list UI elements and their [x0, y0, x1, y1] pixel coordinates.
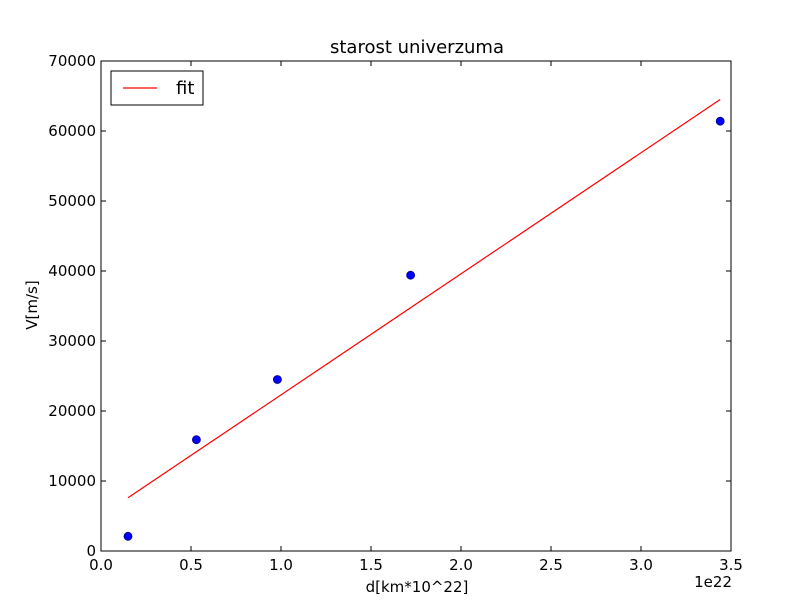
- x-tick-label: 3.5: [719, 556, 743, 574]
- data-point: [406, 270, 416, 280]
- series-line-fit: [127, 99, 721, 499]
- x-tick-label: 0.0: [89, 556, 113, 574]
- data-point: [272, 375, 282, 384]
- y-tick-label: 60000: [48, 122, 96, 140]
- x-tick-label: 0.5: [179, 556, 203, 574]
- x-tick-label: 2.0: [449, 556, 473, 574]
- y-tick-label: 50000: [48, 192, 96, 210]
- legend: fit: [110, 70, 204, 106]
- plot-frame: [100, 60, 732, 552]
- plot-background: [101, 61, 731, 551]
- x-tick-label: 2.5: [539, 556, 563, 574]
- x-tick-label: 1.0: [269, 556, 293, 574]
- y-tick-label: 30000: [48, 332, 96, 350]
- chart-title: starost univerzuma: [330, 37, 504, 58]
- y-tick-label: 70000: [48, 52, 96, 70]
- y-tick-label: 40000: [48, 262, 96, 280]
- y-tick-label: 20000: [48, 402, 96, 420]
- data-point: [123, 531, 133, 541]
- plot-area: 0.0 0.5 1.0 1.5 2.0 2.5 3.0 3.5 0 10000 20000 30000…: [48, 52, 743, 574]
- x-tick-label: 3.0: [629, 556, 653, 574]
- data-point: [715, 116, 725, 126]
- legend-entry-fit: fit: [176, 78, 194, 99]
- x-axis-label: d[km*10^22]: [366, 578, 469, 596]
- y-tick-label: 10000: [48, 472, 96, 490]
- x-tick-label: 1.5: [359, 556, 383, 574]
- y-axis-label: V[m/s]: [23, 280, 41, 329]
- data-point: [191, 435, 201, 445]
- y-tick-label: 0: [86, 542, 96, 560]
- x-axis-offset-label: 1e22: [694, 573, 732, 591]
